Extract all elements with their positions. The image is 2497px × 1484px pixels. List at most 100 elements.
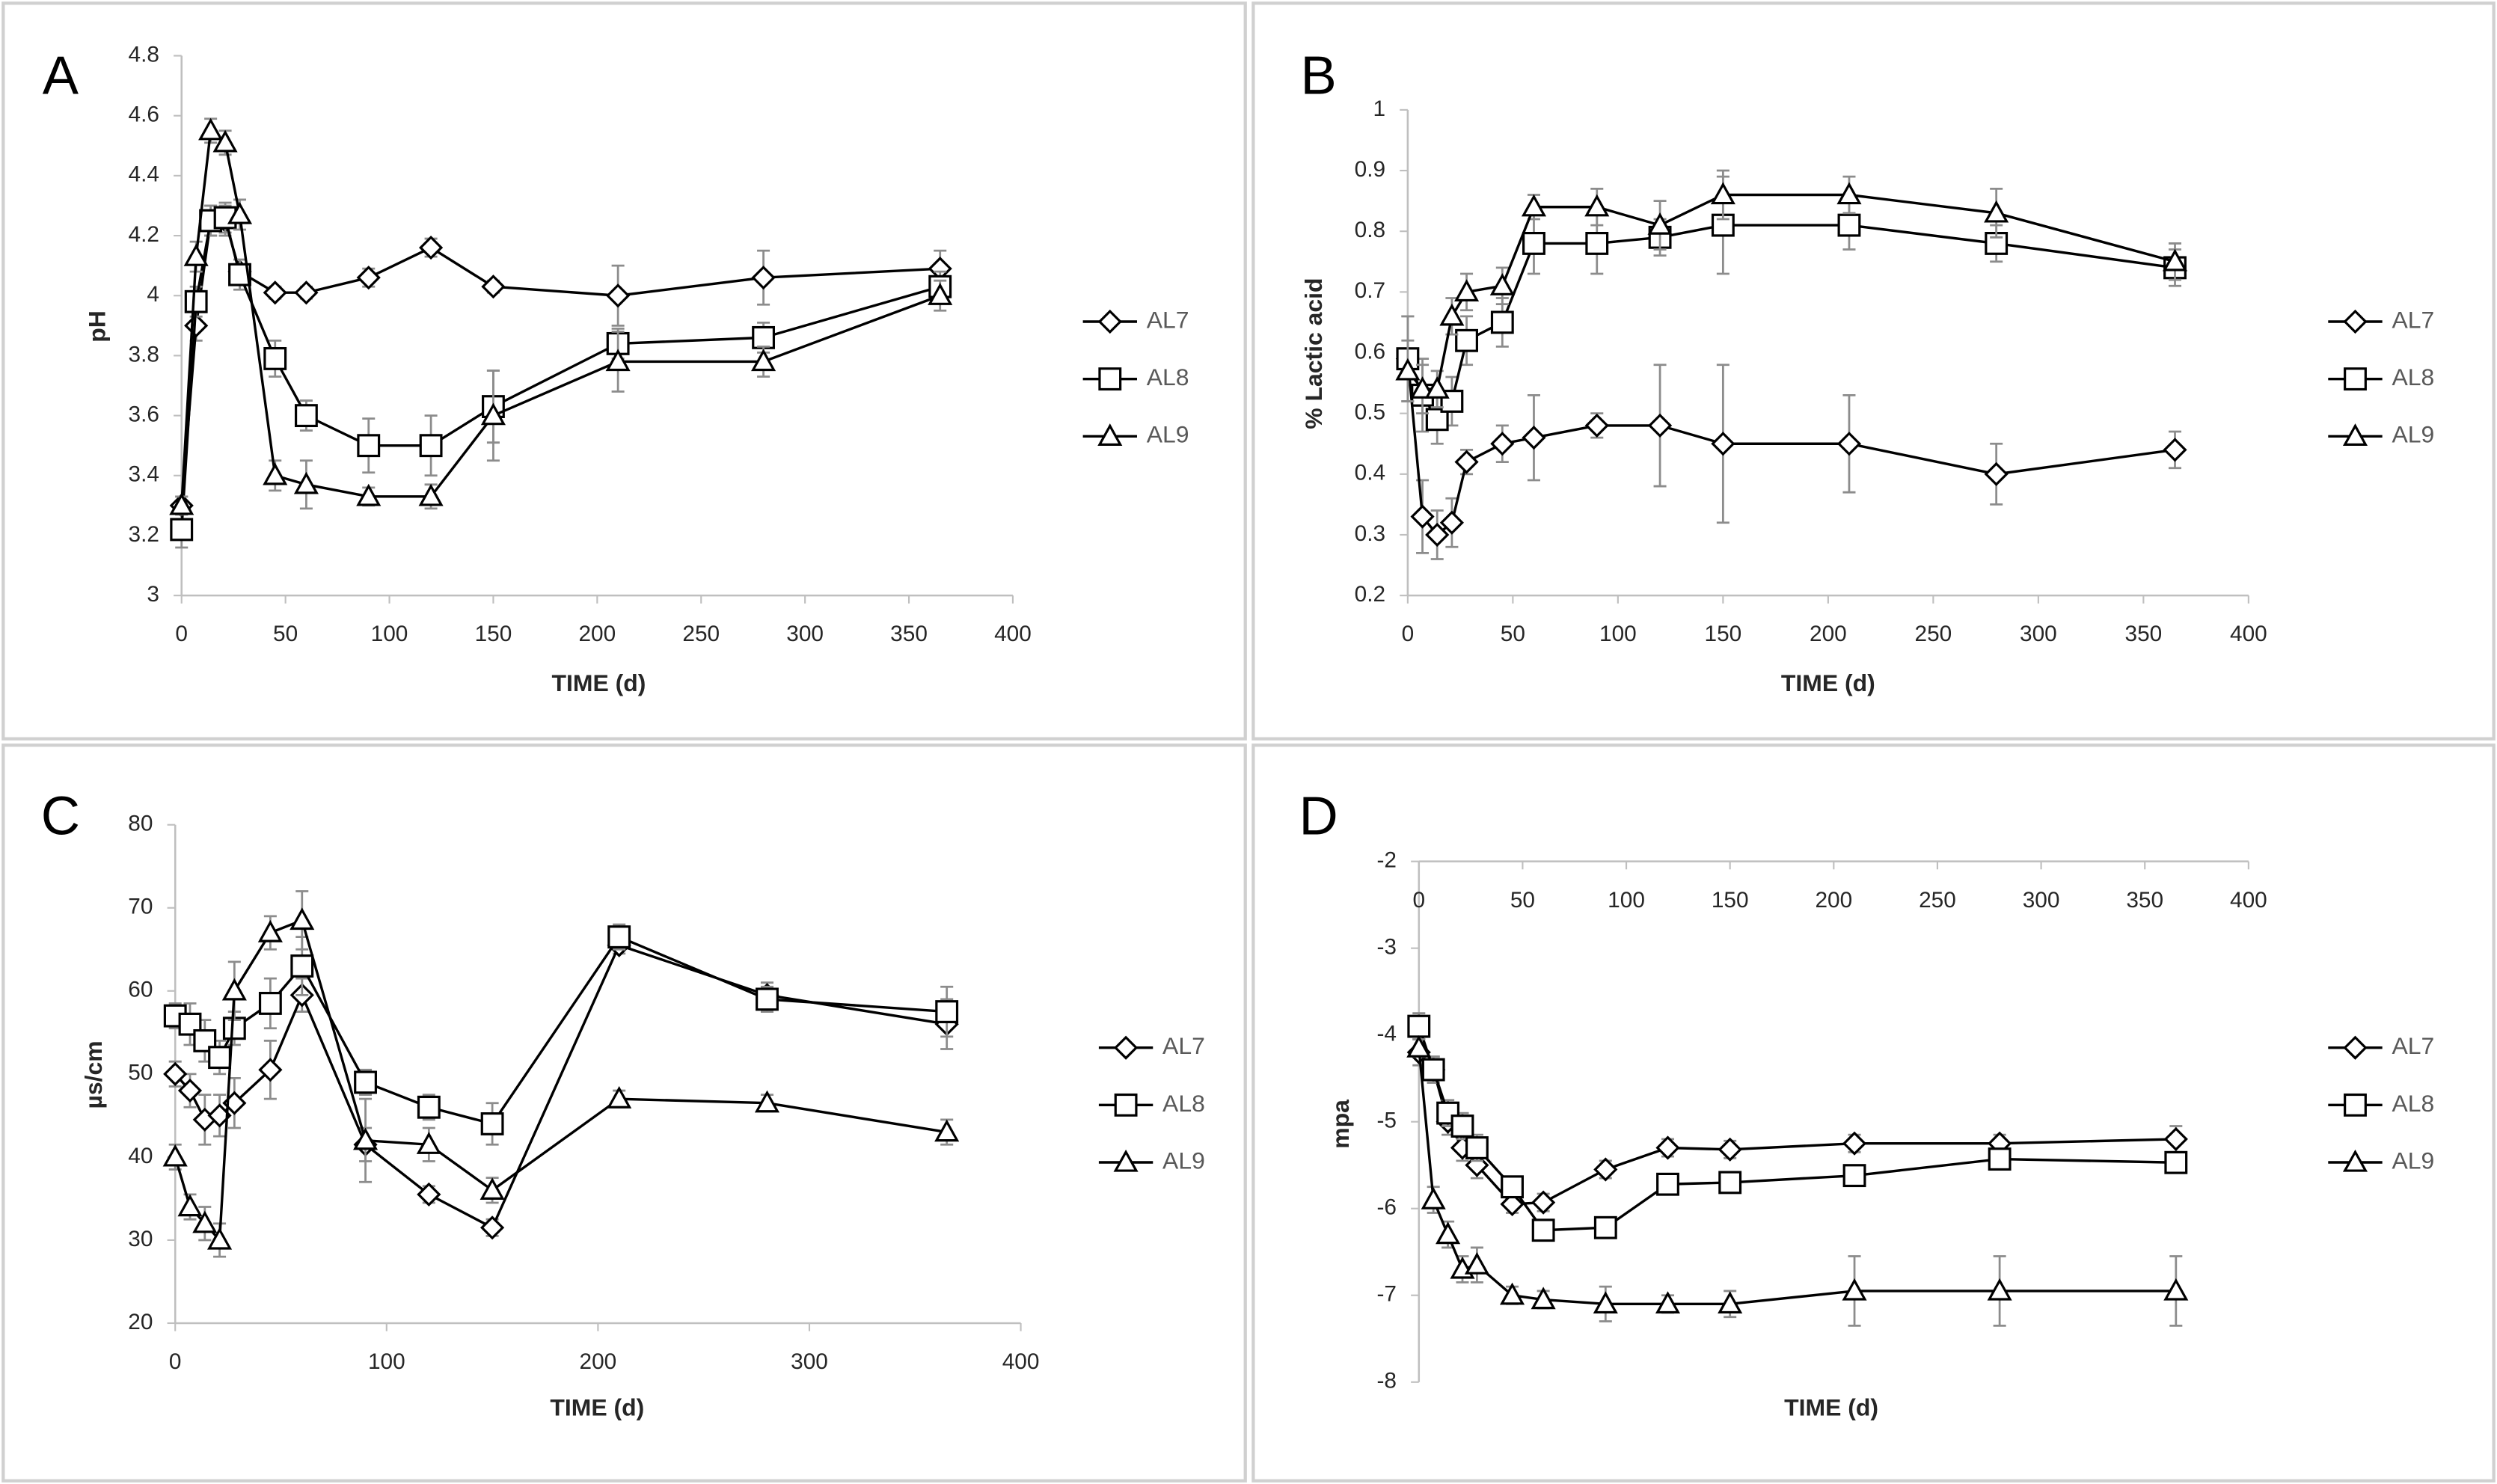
marker xyxy=(1837,213,1861,237)
marker xyxy=(290,954,314,978)
marker xyxy=(1656,1172,1679,1196)
marker xyxy=(480,1112,504,1135)
legend-label: AL8 xyxy=(1162,1090,1205,1117)
x-tick-label: 100 xyxy=(1599,622,1637,646)
marker xyxy=(606,283,631,308)
legend-label: AL9 xyxy=(2392,1147,2434,1174)
x-tick-label: 300 xyxy=(2020,622,2057,646)
marker xyxy=(294,280,319,305)
marker xyxy=(1593,1157,1618,1182)
panel-label: B xyxy=(1301,46,1337,106)
marker xyxy=(1410,504,1435,529)
x-tick-label: 350 xyxy=(2125,622,2163,646)
panel-frame xyxy=(1251,743,2496,1483)
marker xyxy=(177,1078,203,1103)
marker xyxy=(1584,194,1610,217)
marker xyxy=(1454,450,1479,474)
marker xyxy=(1711,213,1735,237)
marker xyxy=(212,129,238,153)
x-tick-label: 0 xyxy=(175,622,188,646)
legend-marker xyxy=(1113,1149,1139,1172)
marker xyxy=(356,483,382,506)
legend-item: AL7 xyxy=(2328,1032,2434,1060)
marker xyxy=(1439,510,1464,535)
legend-label: AL8 xyxy=(2392,1090,2434,1117)
legend-marker xyxy=(2343,309,2368,334)
marker xyxy=(607,1086,632,1109)
y-tick-label: 0.9 xyxy=(1355,157,1385,182)
marker xyxy=(934,1119,960,1142)
marker xyxy=(258,1058,283,1082)
series-line xyxy=(180,216,941,530)
y-tick-label: 40 xyxy=(128,1144,153,1168)
legend-label: AL9 xyxy=(1147,421,1189,448)
x-tick-label: 50 xyxy=(1501,622,1525,646)
marker xyxy=(170,518,194,542)
y-tick-label: -2 xyxy=(1376,848,1397,873)
series-line xyxy=(174,943,947,1230)
chart-panel: D 0 50 100 150 200 250 300 350 400 -8 -7 -6 -5 -4 -3 -2 T… xyxy=(1299,785,2435,1420)
y-tick-label: -8 xyxy=(1376,1369,1397,1393)
marker xyxy=(227,201,253,224)
y-axis-title: µs/cm xyxy=(80,1040,107,1109)
marker xyxy=(1836,432,1862,456)
x-tick-label: 100 xyxy=(371,622,408,646)
marker xyxy=(1395,358,1421,381)
marker xyxy=(416,1132,441,1154)
y-tick-label: 4 xyxy=(147,282,159,307)
legend-marker xyxy=(1097,309,1122,334)
marker xyxy=(1842,1131,1867,1156)
y-tick-label: 4.8 xyxy=(129,42,159,67)
y-tick-label: 1 xyxy=(1373,96,1385,121)
marker xyxy=(183,243,209,266)
chart-panel: B 0 50 100 150 200 250 300 350 400 0.2 0.3 0.4 0.5 0.6… xyxy=(1300,46,2434,696)
legend-marker xyxy=(1113,1035,1139,1060)
marker xyxy=(480,402,506,426)
legend-item: AL9 xyxy=(2328,421,2434,448)
x-tick-label: 350 xyxy=(890,622,928,646)
marker xyxy=(1436,1221,1461,1245)
marker xyxy=(1499,1282,1525,1305)
marker xyxy=(184,289,208,313)
legend-label: AL8 xyxy=(1147,364,1189,390)
marker xyxy=(2163,1278,2189,1301)
marker xyxy=(1647,212,1673,235)
marker xyxy=(198,117,224,141)
y-tick-label: 30 xyxy=(128,1227,153,1251)
y-tick-label: 3 xyxy=(147,582,159,607)
panel-label: A xyxy=(43,46,79,106)
marker xyxy=(935,1000,959,1023)
panel-frame xyxy=(1,1,1247,741)
y-tick-label: 50 xyxy=(128,1061,153,1085)
marker xyxy=(178,1012,202,1036)
x-tick-label: 250 xyxy=(1919,888,1956,913)
marker xyxy=(208,1046,231,1070)
marker xyxy=(258,992,282,1015)
marker xyxy=(354,1070,377,1094)
x-tick-label: 50 xyxy=(273,622,298,646)
x-tick-label: 0 xyxy=(169,1349,182,1374)
y-tick-label: 3.8 xyxy=(129,342,159,367)
marker xyxy=(605,349,631,372)
marker xyxy=(417,1095,441,1119)
x-tick-label: 400 xyxy=(2230,888,2267,913)
marker xyxy=(222,1017,246,1040)
legend-marker xyxy=(2344,367,2367,391)
panel-frame xyxy=(1251,1,2496,741)
y-tick-label: 3.4 xyxy=(129,462,159,487)
marker xyxy=(293,471,319,494)
marker xyxy=(756,987,779,1011)
marker xyxy=(752,325,776,349)
marker xyxy=(1842,1164,1866,1188)
marker xyxy=(1718,1137,1742,1162)
x-axis-title: TIME (d) xyxy=(550,1393,644,1420)
x-tick-label: 200 xyxy=(578,622,616,646)
marker xyxy=(1440,390,1464,413)
marker xyxy=(419,235,444,260)
legend-item: AL7 xyxy=(1098,1032,1205,1060)
panel-label: D xyxy=(1299,785,1338,846)
legend-label: AL8 xyxy=(2392,364,2434,390)
y-tick-label: 80 xyxy=(128,812,153,836)
marker xyxy=(257,919,283,942)
